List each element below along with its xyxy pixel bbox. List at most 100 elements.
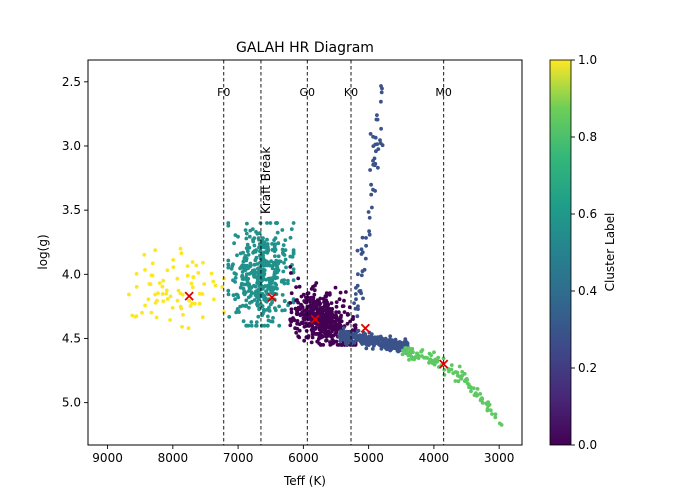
data-point (322, 308, 327, 312)
data-point (340, 304, 345, 309)
data-point (389, 347, 394, 352)
data-point (302, 299, 307, 303)
colorbar-tick-label: 0.4 (578, 284, 597, 298)
data-point (471, 386, 476, 391)
data-point (367, 215, 372, 220)
data-point (153, 292, 158, 297)
data-point (370, 347, 375, 351)
data-point (261, 307, 266, 312)
data-point (288, 265, 293, 269)
colorbar-ticks: 0.0 0.2 0.4 0.6 0.8 1.0 (571, 53, 597, 452)
data-point (369, 182, 373, 187)
data-point (197, 301, 202, 306)
data-point (150, 261, 155, 266)
data-point (236, 295, 241, 300)
data-point (258, 248, 263, 253)
data-point (334, 304, 339, 309)
data-point (165, 268, 170, 273)
data-point (168, 294, 173, 299)
data-point (459, 376, 464, 381)
data-point (284, 265, 288, 270)
data-point (245, 221, 249, 226)
data-point (226, 221, 231, 225)
data-point (252, 298, 257, 302)
data-point (282, 281, 287, 286)
data-point (367, 229, 371, 234)
data-point (171, 258, 176, 262)
data-point (283, 257, 288, 262)
data-point (185, 264, 190, 268)
data-point (333, 332, 338, 337)
data-point (180, 324, 184, 329)
data-point (179, 251, 184, 256)
data-point (315, 310, 319, 315)
data-point (497, 421, 502, 426)
data-point (237, 310, 241, 314)
data-point (273, 254, 277, 258)
data-point (248, 293, 253, 298)
data-point (264, 290, 269, 295)
data-point (371, 144, 376, 149)
data-point (356, 334, 361, 339)
data-point (299, 303, 304, 308)
data-point (337, 334, 342, 338)
data-point (331, 339, 336, 344)
data-point (334, 310, 338, 314)
data-point (211, 279, 216, 284)
data-point (243, 290, 248, 295)
data-point (314, 281, 319, 285)
data-point (304, 329, 309, 333)
data-point (251, 239, 256, 244)
data-point (308, 300, 312, 304)
data-point (356, 328, 361, 333)
data-point (289, 271, 293, 275)
data-point (226, 223, 231, 228)
data-point (374, 117, 379, 122)
data-point (366, 210, 371, 214)
data-point (442, 373, 447, 377)
data-point (312, 288, 317, 293)
data-point (352, 332, 356, 337)
data-point (368, 132, 373, 136)
data-point (186, 326, 191, 331)
data-point (157, 281, 162, 285)
data-point (268, 284, 273, 289)
data-point (261, 242, 265, 246)
colorbar-tick-label: 0.8 (578, 130, 597, 144)
colorbar: 0.0 0.2 0.4 0.6 0.8 1.0 Cluster Label (549, 53, 617, 452)
data-point (267, 305, 271, 310)
data-point (308, 303, 313, 308)
data-point (190, 285, 195, 290)
data-point (256, 279, 260, 284)
data-point (449, 363, 454, 367)
data-point (289, 307, 294, 312)
data-point (296, 276, 301, 281)
data-point (295, 319, 300, 323)
data-point (379, 84, 383, 88)
data-point (262, 323, 267, 328)
data-point (384, 347, 389, 352)
data-point (246, 252, 251, 257)
data-point (251, 272, 256, 276)
data-point (241, 250, 246, 255)
vertical-line-label: K0 (344, 86, 358, 99)
cluster-center-marker (360, 323, 371, 333)
data-point (314, 325, 319, 330)
data-point (133, 314, 138, 319)
data-point (289, 227, 294, 232)
data-point (193, 301, 197, 306)
data-point (306, 335, 310, 340)
data-point (220, 285, 225, 289)
cluster-center-marker (267, 292, 277, 303)
data-point (379, 126, 383, 131)
spectral-type-lines: F0 Kraft Break G0 K0 M0 (217, 60, 452, 445)
data-point (226, 292, 231, 297)
data-point (234, 292, 239, 297)
data-point (266, 314, 270, 319)
data-point (379, 346, 384, 351)
data-point (291, 300, 296, 305)
data-point (325, 304, 330, 309)
data-point (147, 282, 152, 286)
data-point (334, 300, 339, 304)
